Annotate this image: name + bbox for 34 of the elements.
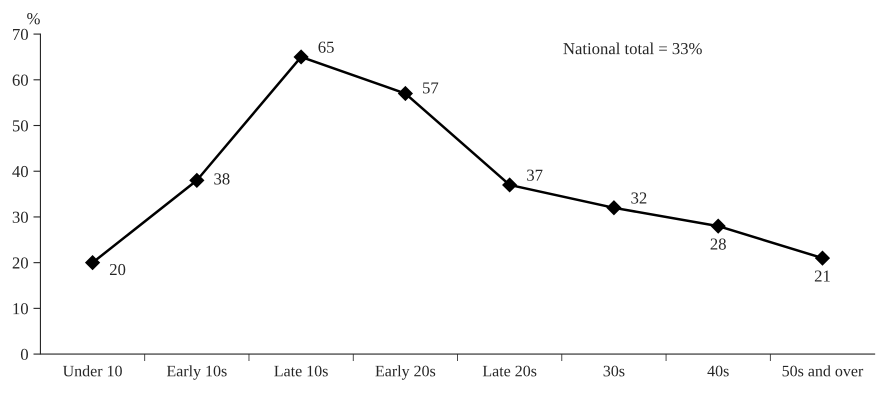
data-label: 38 <box>214 173 230 185</box>
annotation: National total = 33% <box>563 42 702 54</box>
y-tick-label: 50 <box>12 120 28 132</box>
data-label: 20 <box>110 264 126 276</box>
y-tick-label: 40 <box>12 166 28 178</box>
data-label: 65 <box>318 42 334 53</box>
point <box>294 50 309 64</box>
x-tick-label: Early 10s <box>166 365 227 380</box>
x-tick-label: Late 20s <box>482 366 536 376</box>
point <box>85 255 100 270</box>
point <box>398 86 413 101</box>
x-tick-label: 50s and over <box>782 365 864 376</box>
data-label: 57 <box>423 82 438 94</box>
y-tick-label: 10 <box>13 303 28 314</box>
y-tick-label: 60 <box>12 74 28 86</box>
y-tick-label: 20 <box>12 257 28 269</box>
y-tick-label: 30 <box>12 212 28 223</box>
point <box>815 250 830 266</box>
data-label: 32 <box>631 192 646 204</box>
point <box>189 172 204 188</box>
point <box>606 200 622 216</box>
y-tick-label: 70 <box>13 28 28 40</box>
x-tick-label: 40s <box>707 366 729 376</box>
x-tick-label: Under 10 <box>62 365 122 376</box>
y-axis-title: % <box>27 13 40 24</box>
x-tick-label: 30s <box>604 366 624 376</box>
data-label: 21 <box>814 270 830 282</box>
point <box>710 218 726 234</box>
x-tick-label: Early 20s <box>375 365 436 380</box>
y-tick-label: 0 <box>20 348 28 360</box>
x-tick-label: Late 10s <box>274 366 328 376</box>
point <box>502 178 518 192</box>
data-label: 37 <box>527 170 543 181</box>
data-label: 28 <box>710 238 726 250</box>
